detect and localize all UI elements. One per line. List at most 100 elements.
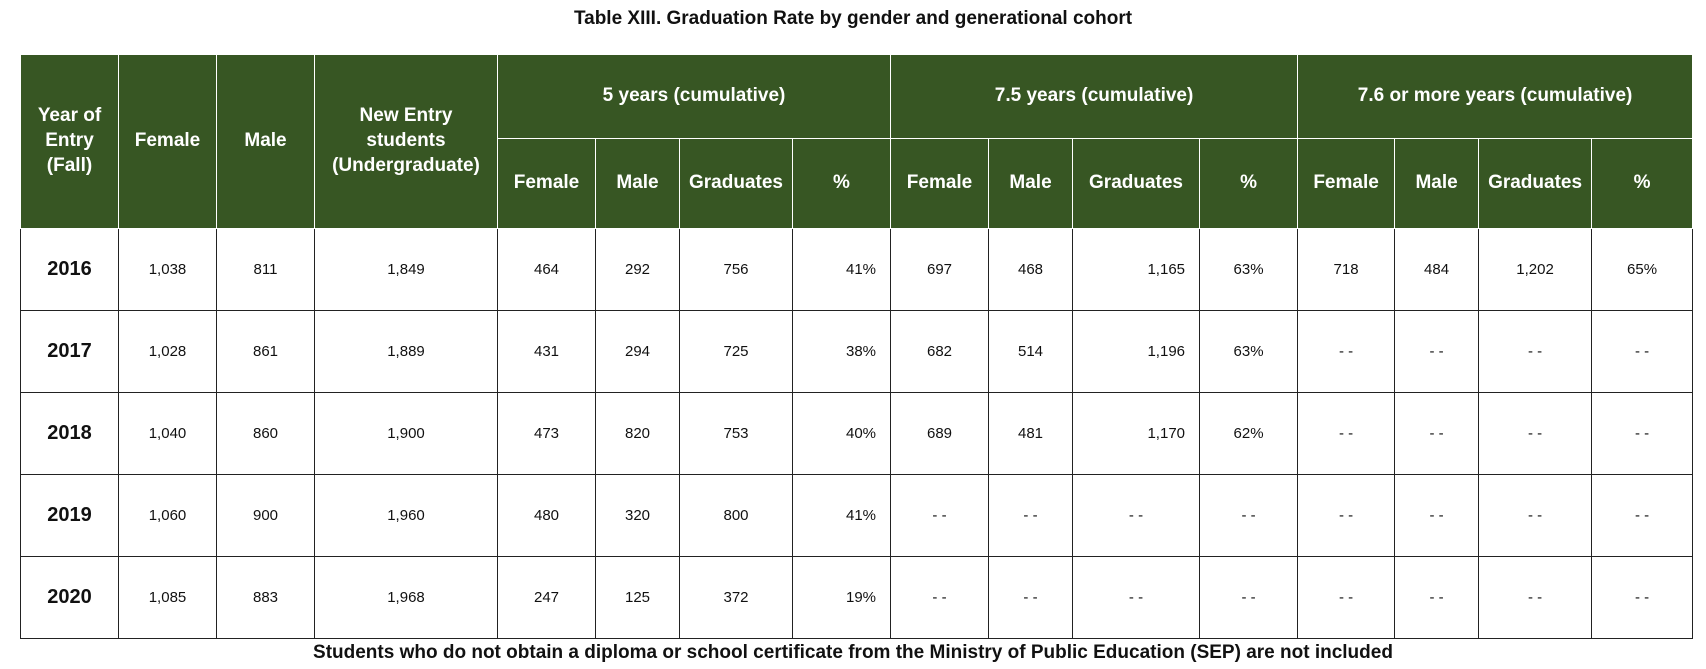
data-cell: 1,165 — [1072, 228, 1201, 311]
data-cell: - - — [1297, 392, 1396, 475]
data-cell: 697 — [890, 228, 990, 311]
header-row: Year of Entry (Fall) Female Male New Entry … — [20, 54, 1694, 229]
data-cell: 883 — [216, 556, 315, 639]
data-cell: 514 — [988, 310, 1074, 393]
sub-header: Female — [1297, 138, 1396, 229]
data-cell: - - — [1478, 310, 1593, 393]
data-cell: 294 — [595, 310, 680, 393]
data-cell: 63% — [1199, 310, 1299, 393]
sub-header: Female — [890, 138, 990, 229]
data-cell: 1,060 — [118, 474, 217, 557]
data-cell: 756 — [679, 228, 793, 311]
data-cell: 1,040 — [118, 392, 217, 475]
table-row: 2020 1,085 883 1,968 247 125 372 19% - -- -- -- … — [20, 556, 1694, 639]
column-header: Year of Entry (Fall) — [20, 54, 119, 229]
data-cell: - - — [1394, 392, 1480, 475]
data-cell: - - — [1199, 474, 1299, 557]
sub-header: Male — [1394, 138, 1480, 229]
data-cell: - - — [1478, 556, 1593, 639]
data-cell: 125 — [595, 556, 680, 639]
data-cell: - - — [1591, 392, 1694, 475]
year-cell: 2018 — [20, 392, 119, 475]
data-cell: 820 — [595, 392, 680, 475]
footnote: Students who do not obtain a diploma or … — [313, 642, 1393, 663]
data-cell: 860 — [216, 392, 315, 475]
data-cell: 1,202 — [1478, 228, 1593, 311]
data-cell: 1,085 — [118, 556, 217, 639]
data-cell: - - — [890, 556, 990, 639]
sub-header: % — [1591, 138, 1694, 229]
table-row: 2018 1,040 860 1,900 473 820 753 40% 689 481 1,170… — [20, 392, 1694, 475]
group-header: 7.5 years (cumulative) — [890, 54, 1299, 139]
header-row: Female Male Graduates% Female Male Graduates%… — [21, 138, 1694, 229]
data-cell: - - — [1478, 392, 1593, 475]
data-cell: 1,038 — [118, 228, 217, 311]
data-cell: 682 — [890, 310, 990, 393]
data-cell: - - — [1394, 556, 1480, 639]
data-cell: 1,196 — [1072, 310, 1201, 393]
data-cell: 861 — [216, 310, 315, 393]
data-cell: 464 — [497, 228, 596, 311]
data-cell: 1,900 — [314, 392, 498, 475]
data-cell: 811 — [216, 228, 315, 311]
data-cell: 481 — [988, 392, 1074, 475]
table-row: 2017 1,028 861 1,889 431 294 725 38% 682 514 1,196… — [20, 310, 1694, 393]
data-cell: 484 — [1394, 228, 1480, 311]
data-cell: 1,968 — [314, 556, 498, 639]
data-cell: 38% — [791, 310, 892, 393]
data-cell: 41% — [791, 474, 892, 557]
data-cell: 473 — [497, 392, 596, 475]
column-header: Male — [216, 54, 315, 229]
year-cell: 2020 — [20, 556, 119, 639]
group-header: 7.6 or more years (cumulative) — [1297, 54, 1694, 139]
sub-header: Female — [497, 138, 596, 229]
sub-header: Graduates — [1072, 138, 1201, 229]
data-cell: 718 — [1297, 228, 1396, 311]
sub-header: % — [791, 138, 892, 229]
data-cell: - - — [1591, 474, 1694, 557]
data-cell: 292 — [595, 228, 680, 311]
data-cell: 62% — [1199, 392, 1299, 475]
graduation-table: Year of Entry (Fall) Female Male New Entry … — [20, 54, 1694, 639]
data-cell: 1,960 — [314, 474, 498, 557]
data-cell: 480 — [497, 474, 596, 557]
data-cell: 1,170 — [1072, 392, 1201, 475]
data-cell: - - — [1478, 474, 1593, 557]
table-header: Year of Entry (Fall) Female Male New Entry … — [20, 54, 1694, 229]
table-title: Table XIII. Graduation Rate by gender an… — [573, 8, 1133, 29]
data-cell: - - — [1297, 556, 1396, 639]
data-cell: - - — [988, 556, 1074, 639]
data-cell: 40% — [791, 392, 892, 475]
data-cell: - - — [988, 474, 1074, 557]
sub-header: % — [1199, 138, 1299, 229]
table-row: 2016 1,038 811 1,849 464 292 756 41% 697 468 1,165… — [20, 228, 1694, 311]
year-cell: 2017 — [20, 310, 119, 393]
data-cell: 19% — [791, 556, 892, 639]
sub-header: Graduates — [679, 138, 793, 229]
data-cell: 1,849 — [314, 228, 498, 311]
data-cell: 900 — [216, 474, 315, 557]
data-cell: - - — [1297, 310, 1396, 393]
data-cell: 725 — [679, 310, 793, 393]
data-cell: 468 — [988, 228, 1074, 311]
sub-header: Male — [595, 138, 680, 229]
group-header: 5 years (cumulative) — [496, 54, 892, 139]
data-cell: 753 — [679, 392, 793, 475]
sub-header: Male — [988, 138, 1074, 229]
data-cell: - - — [1199, 556, 1299, 639]
column-header: New Entry students (Undergraduate) — [314, 54, 498, 229]
data-cell: - - — [1297, 474, 1396, 557]
data-cell: - - — [1072, 474, 1201, 557]
table-row: 2019 1,060 900 1,960 480 320 800 41% - -- -- -- … — [20, 474, 1694, 557]
data-cell: 1,889 — [314, 310, 498, 393]
data-cell: - - — [1394, 474, 1480, 557]
year-cell: 2019 — [20, 474, 119, 557]
data-cell: - - — [1591, 310, 1694, 393]
data-cell: 63% — [1199, 228, 1299, 311]
data-cell: 41% — [791, 228, 892, 311]
data-cell: - - — [1072, 556, 1201, 639]
data-cell: 1,028 — [118, 310, 217, 393]
data-cell: 689 — [890, 392, 990, 475]
sub-header: Graduates — [1478, 138, 1593, 229]
